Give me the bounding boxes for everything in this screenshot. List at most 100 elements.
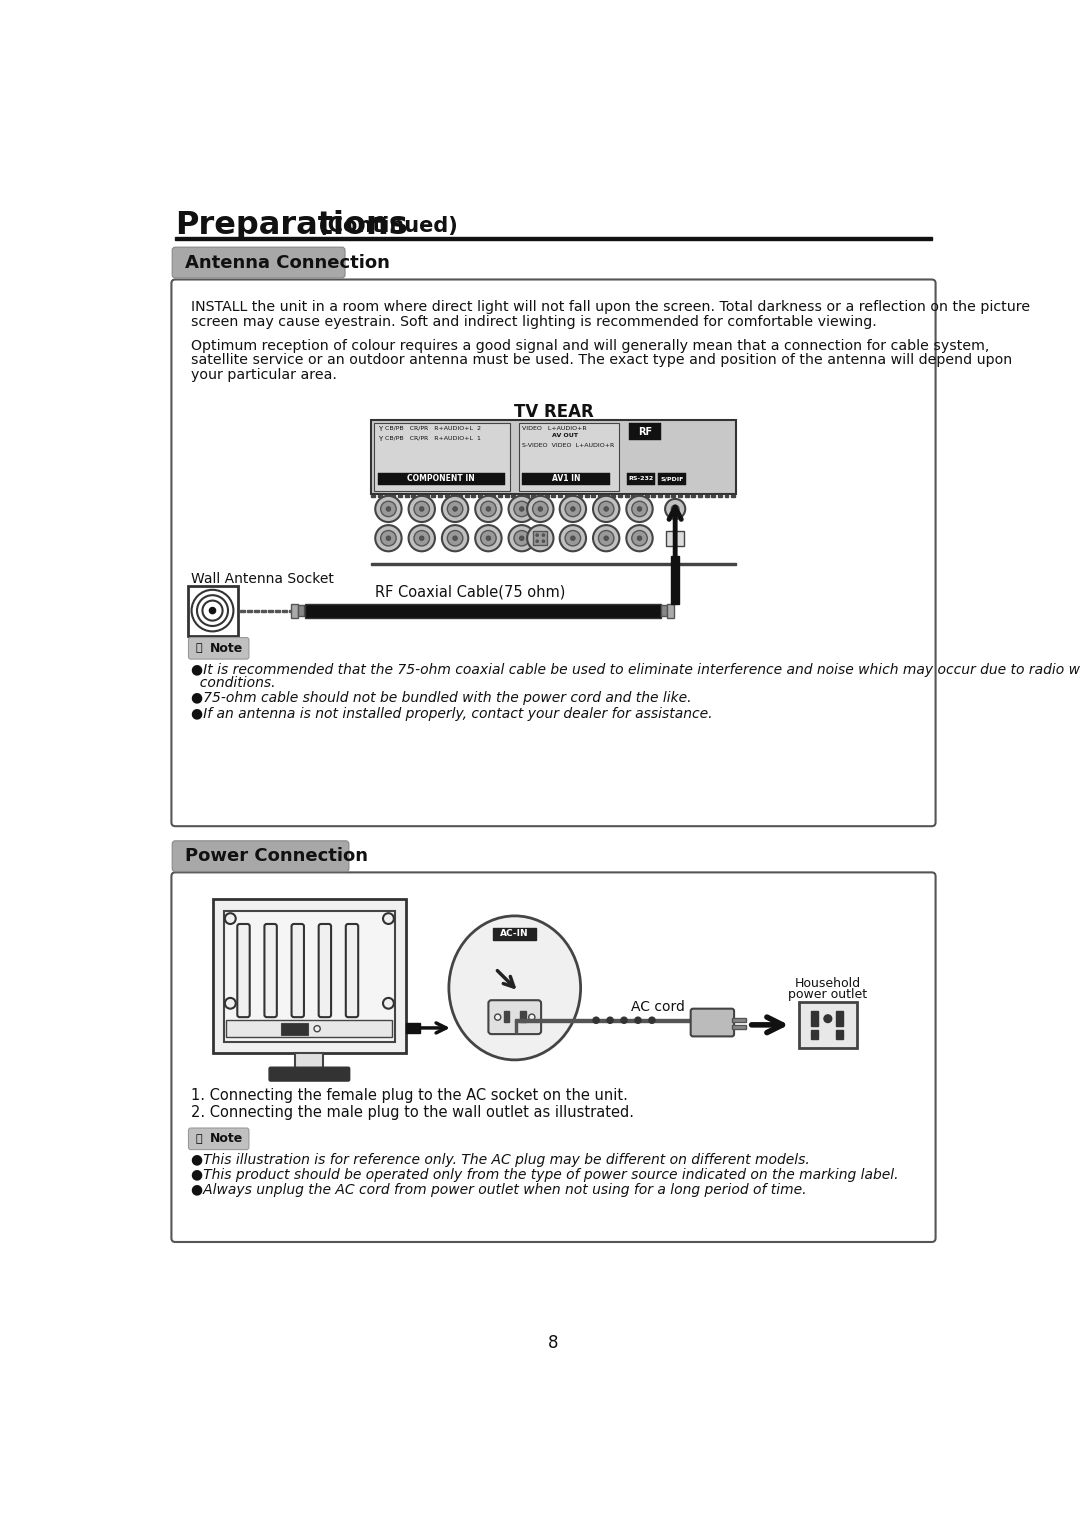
Text: 2. Connecting the male plug to the wall outlet as illustrated.: 2. Connecting the male plug to the wall … — [191, 1106, 634, 1119]
Circle shape — [632, 530, 647, 547]
Bar — [275, 609, 280, 612]
FancyBboxPatch shape — [172, 872, 935, 1241]
Circle shape — [225, 913, 235, 924]
Bar — [445, 495, 448, 496]
Circle shape — [607, 1017, 613, 1023]
Circle shape — [559, 525, 586, 551]
Circle shape — [626, 496, 652, 522]
Bar — [592, 495, 595, 496]
Bar — [378, 495, 382, 496]
Text: CB/PB   CR/PR   R+AUDIO+L  2: CB/PB CR/PR R+AUDIO+L 2 — [386, 426, 482, 431]
Circle shape — [559, 496, 586, 522]
Bar — [438, 495, 442, 496]
FancyBboxPatch shape — [172, 841, 349, 872]
Text: 📋: 📋 — [195, 643, 202, 654]
Circle shape — [635, 1017, 642, 1023]
Bar — [298, 605, 303, 615]
Circle shape — [536, 533, 539, 536]
FancyBboxPatch shape — [238, 924, 249, 1017]
FancyBboxPatch shape — [265, 924, 276, 1017]
Circle shape — [414, 530, 430, 547]
Bar — [632, 495, 635, 496]
Bar — [651, 495, 656, 496]
Text: your particular area.: your particular area. — [191, 368, 337, 382]
Bar — [511, 495, 515, 496]
Circle shape — [408, 525, 435, 551]
Circle shape — [565, 501, 581, 516]
Bar — [638, 495, 642, 496]
Bar — [296, 1054, 323, 1069]
Circle shape — [442, 496, 469, 522]
FancyBboxPatch shape — [488, 1000, 541, 1034]
Circle shape — [383, 913, 394, 924]
Bar — [584, 495, 589, 496]
Text: RF: RF — [638, 428, 652, 437]
Circle shape — [527, 496, 554, 522]
Circle shape — [519, 536, 524, 541]
Circle shape — [536, 539, 539, 542]
Circle shape — [453, 536, 458, 541]
Bar — [261, 609, 266, 612]
Bar — [698, 495, 702, 496]
Circle shape — [419, 536, 424, 541]
Text: CB/PB   CR/PR   R+AUDIO+L  1: CB/PB CR/PR R+AUDIO+L 1 — [386, 435, 482, 441]
Circle shape — [475, 496, 501, 522]
Bar — [241, 609, 245, 612]
Bar — [525, 495, 528, 496]
Circle shape — [665, 499, 685, 519]
Text: Y: Y — [378, 435, 382, 441]
Text: Wall Antenna Socket: Wall Antenna Socket — [191, 573, 334, 586]
Bar — [672, 556, 679, 603]
Circle shape — [621, 1017, 627, 1023]
Bar — [811, 1011, 818, 1026]
Bar — [811, 1031, 818, 1038]
Bar — [418, 495, 422, 496]
Bar — [384, 495, 389, 496]
Bar — [504, 1011, 510, 1022]
Text: TV REAR: TV REAR — [514, 403, 593, 421]
Text: ●If an antenna is not installed properly, contact your dealer for assistance.: ●If an antenna is not installed properly… — [191, 707, 713, 721]
FancyBboxPatch shape — [189, 638, 248, 660]
FancyBboxPatch shape — [691, 1009, 734, 1037]
Circle shape — [419, 507, 424, 512]
Bar — [598, 495, 602, 496]
Bar — [372, 563, 735, 565]
Text: (Continued): (Continued) — [311, 215, 458, 235]
Bar — [712, 495, 715, 496]
Circle shape — [387, 536, 391, 541]
Circle shape — [824, 1015, 832, 1023]
Text: Household: Household — [795, 977, 861, 989]
Circle shape — [570, 536, 576, 541]
Text: Preparations: Preparations — [175, 211, 408, 241]
Circle shape — [593, 1017, 599, 1023]
Bar — [281, 1023, 308, 1035]
Text: RF Coaxial Cable(75 ohm): RF Coaxial Cable(75 ohm) — [375, 585, 566, 600]
Bar — [661, 605, 667, 615]
Bar — [213, 899, 406, 1054]
Bar — [732, 1019, 745, 1022]
Circle shape — [447, 530, 463, 547]
Circle shape — [593, 525, 619, 551]
Text: ●Always unplug the AC cord from power outlet when not using for a long period of: ●Always unplug the AC cord from power ou… — [191, 1183, 807, 1197]
Circle shape — [509, 496, 535, 522]
Bar — [718, 495, 721, 496]
Ellipse shape — [449, 916, 581, 1060]
Bar — [521, 1011, 526, 1022]
Circle shape — [387, 507, 391, 512]
Circle shape — [383, 999, 394, 1009]
Circle shape — [542, 533, 545, 536]
Text: AC-IN: AC-IN — [500, 930, 529, 939]
Bar — [282, 609, 287, 612]
Text: 📋: 📋 — [195, 1135, 202, 1144]
Circle shape — [486, 536, 490, 541]
Circle shape — [447, 501, 463, 516]
Bar — [578, 495, 582, 496]
Text: COMPONENT IN: COMPONENT IN — [407, 475, 475, 484]
Bar — [504, 495, 509, 496]
Circle shape — [495, 1014, 501, 1020]
Bar — [611, 495, 616, 496]
Bar — [627, 473, 656, 486]
Bar — [268, 609, 273, 612]
Bar — [732, 1025, 745, 1029]
Text: AV OUT: AV OUT — [552, 434, 578, 438]
